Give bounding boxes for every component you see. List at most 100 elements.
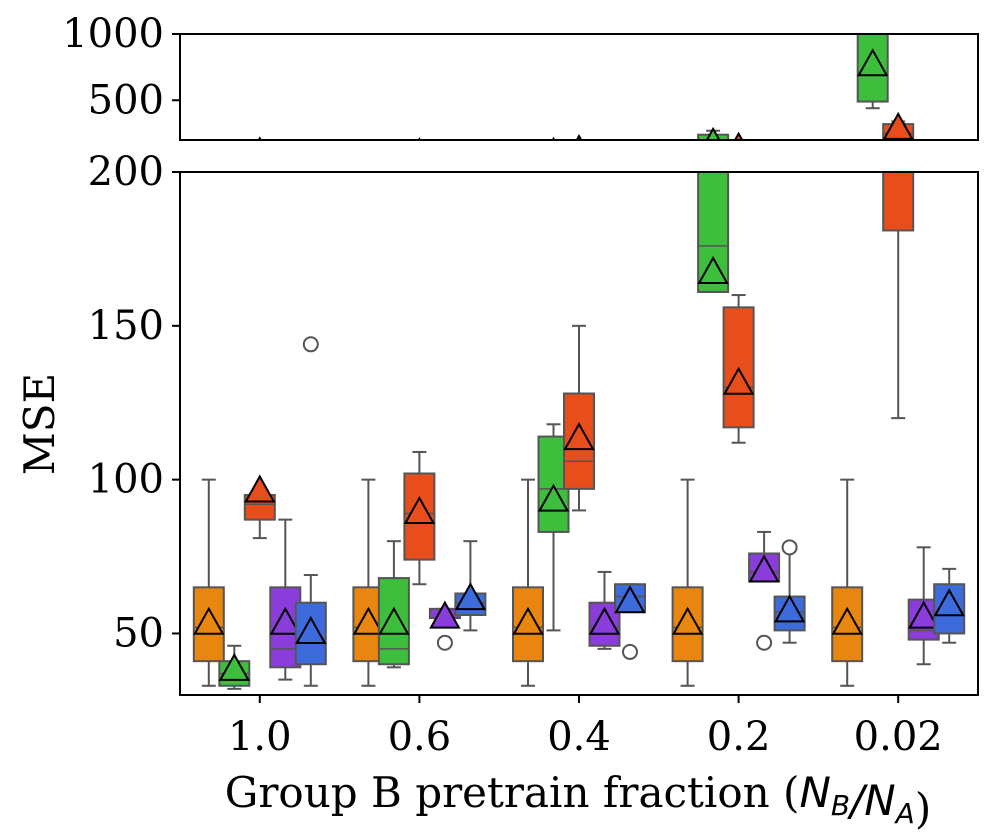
mean-marker: [297, 144, 325, 169]
box-body: [270, 158, 300, 161]
box-0.02-series-1: [856, 34, 889, 110]
box-0.2-series-4: [773, 539, 806, 644]
math-subscript: B: [831, 789, 850, 822]
mean-marker: [933, 588, 965, 617]
box-0.4-series-1: [551, 136, 556, 140]
box-0.6-series-0: [353, 144, 383, 169]
mean-marker: [220, 146, 248, 171]
mean-marker: [512, 606, 544, 635]
box-body: [219, 161, 249, 162]
box-0.6-series-1: [377, 540, 410, 669]
outlier-point: [623, 154, 637, 168]
outlier-point: [757, 153, 771, 167]
mean-marker: [910, 144, 938, 169]
y-tick-label: 150: [88, 303, 164, 349]
box-0.6-series-3: [430, 144, 460, 169]
math-base: N: [864, 776, 895, 825]
x-axis-label-suffix: ): [915, 784, 931, 833]
box-0.2-series-0: [671, 478, 704, 687]
mean-marker: [380, 144, 408, 169]
y-tick-label: 500: [88, 77, 164, 123]
mean-marker: [591, 144, 619, 169]
y-tick-label: 100: [88, 457, 164, 503]
box-body: [909, 158, 939, 160]
x-tick-label: 0.02: [854, 714, 943, 760]
mean-marker: [722, 366, 755, 395]
box-0.6-series-3: [428, 600, 461, 651]
box-0.4-series-4: [615, 143, 645, 168]
box-body: [353, 158, 383, 161]
mean-marker: [193, 606, 225, 635]
mean-marker: [295, 615, 327, 644]
mean-marker: [831, 606, 863, 635]
box-0.2-series-3: [748, 530, 781, 651]
mean-marker: [614, 585, 646, 614]
box-body: [882, 172, 915, 232]
upper-panel-frame: [179, 33, 979, 141]
box-0.4-series-3: [590, 144, 620, 169]
box-0.2-series-1: [697, 126, 730, 140]
box-0.02-series-0: [831, 478, 864, 687]
mean-marker: [748, 554, 780, 583]
box-1.0-series-1: [218, 644, 251, 690]
mean-marker: [616, 143, 644, 168]
mean-marker: [833, 144, 861, 169]
mean-marker: [935, 143, 963, 168]
x-axis-label-math: NB/NA: [799, 768, 914, 830]
math-slash: /: [846, 776, 868, 825]
box-1.0-series-3: [269, 518, 302, 681]
box-0.6-series-2: [417, 137, 421, 140]
x-axis-ticks: 1.0 0.6 0.4 0.2 0.02: [228, 695, 943, 760]
box-1.0-series-2: [257, 136, 262, 140]
box-0.2-series-1: [697, 172, 730, 293]
box-body: [590, 159, 620, 161]
outlier-point: [783, 149, 797, 163]
mean-marker: [417, 137, 421, 140]
mean-marker: [882, 111, 914, 140]
x-axis-label: Group B pretrain fraction (NB/NA): [225, 768, 931, 833]
mean-marker: [244, 474, 276, 503]
mean-marker: [763, 139, 765, 140]
box-1.0-series-2: [243, 474, 276, 540]
outlier-point: [622, 643, 638, 660]
y-tick-label: 50: [113, 610, 164, 656]
box-body: [673, 158, 703, 161]
mean-marker: [514, 144, 542, 169]
math-subscript: A: [894, 797, 915, 830]
mean-marker: [671, 606, 704, 635]
box-0.4-series-0: [512, 478, 544, 687]
box-0.6-series-1: [379, 144, 409, 169]
box-body: [724, 146, 754, 151]
box-body: [430, 159, 460, 160]
box-0.4-series-2: [563, 324, 595, 512]
x-tick-label: 0.4: [547, 714, 611, 760]
mean-marker: [257, 136, 262, 140]
box-1.0-series-3: [270, 144, 300, 169]
box-0.6-series-2: [403, 450, 436, 586]
box-body: [615, 158, 645, 159]
x-axis-label-prefix: Group B pretrain fraction (: [225, 768, 800, 817]
box-0.02-series-4: [934, 143, 964, 168]
box-0.2-series-4: [775, 143, 805, 168]
mean-marker: [697, 255, 729, 285]
box-1.0-series-0: [194, 144, 224, 169]
box-body: [775, 158, 805, 159]
box-body: [296, 159, 326, 162]
outlier-point: [436, 634, 453, 651]
box-0.02-series-4: [933, 567, 966, 644]
box-0.2-series-2: [722, 294, 755, 444]
mean-marker: [378, 606, 410, 635]
box-0.02-series-3: [909, 144, 939, 169]
box-body: [513, 158, 543, 161]
box-body: [749, 156, 779, 157]
box-0.02-series-0: [832, 144, 862, 169]
box-1.0-series-4: [294, 336, 327, 687]
mean-marker: [403, 495, 436, 524]
outlier-point: [302, 336, 319, 353]
box-0.6-series-4: [455, 143, 485, 168]
box-body: [564, 150, 594, 154]
mean-marker: [218, 652, 251, 681]
outlier-point: [307, 139, 314, 140]
mean-marker: [454, 582, 487, 611]
y-tick-label: 1000: [62, 11, 164, 57]
